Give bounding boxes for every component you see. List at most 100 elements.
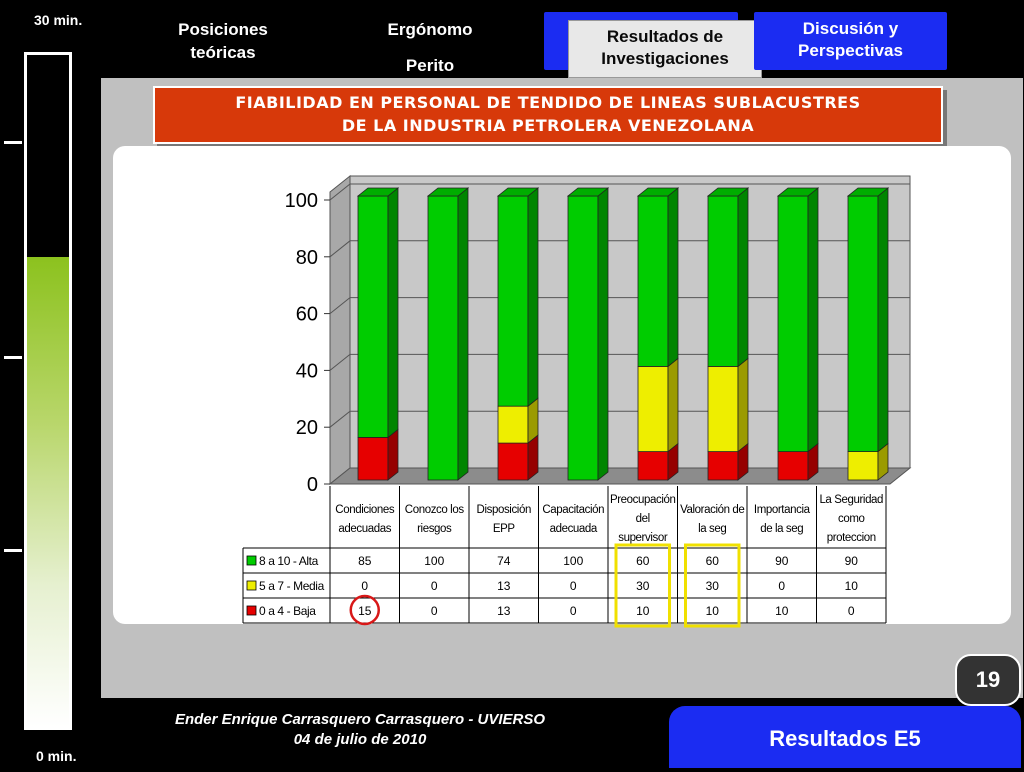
category-label: supervisor xyxy=(618,532,668,544)
table-value: 10 xyxy=(845,579,859,593)
results-e5-button[interactable]: Resultados E5 xyxy=(669,706,1021,768)
bar-segment xyxy=(847,195,879,453)
table-value: 13 xyxy=(497,604,511,618)
table-value: 0 xyxy=(361,579,368,593)
table-value: 100 xyxy=(563,554,583,568)
bar-segment xyxy=(497,405,529,444)
table-value: 30 xyxy=(636,579,650,593)
bar-side xyxy=(737,357,749,453)
table-value: 100 xyxy=(424,554,444,568)
y-tick-label: 40 xyxy=(296,360,318,382)
category-label: Importancia xyxy=(754,504,811,516)
footer-date: 04 de julio de 2010 xyxy=(293,731,427,748)
bar-top xyxy=(356,187,400,197)
category-label: como xyxy=(838,513,865,525)
page-number-badge: 19 xyxy=(955,654,1021,706)
highlight-box xyxy=(614,543,671,628)
table-value: 30 xyxy=(706,579,720,593)
tab-resultados-investigaciones[interactable]: Resultados de Investigaciones xyxy=(568,20,762,78)
bar-segment xyxy=(707,365,739,452)
category-label: riesgos xyxy=(417,523,452,535)
bar-segment xyxy=(637,195,669,367)
highlight-box xyxy=(684,543,741,628)
table-value: 13 xyxy=(497,579,511,593)
footer: Ender Enrique Carrasquero Carrasquero - … xyxy=(130,710,590,750)
footer-author: Ender Enrique Carrasquero Carrasquero - … xyxy=(174,711,546,728)
bar-segment xyxy=(427,195,459,481)
table-value: 85 xyxy=(358,554,372,568)
table-value: 74 xyxy=(497,554,511,568)
table-value: 0 xyxy=(778,579,785,593)
category-label: Condiciones xyxy=(335,504,395,516)
nav-perito[interactable]: Perito xyxy=(405,56,455,75)
category-label: proteccion xyxy=(827,532,876,544)
bar-top xyxy=(706,187,750,197)
bar-side xyxy=(877,187,889,453)
bar-side xyxy=(387,428,399,481)
bar-side xyxy=(527,187,539,407)
category-label: Valoración de xyxy=(680,504,744,516)
legend-swatch xyxy=(246,580,257,591)
bar-segment xyxy=(357,195,389,438)
bar-segment xyxy=(497,195,529,407)
timer-tick xyxy=(4,141,22,144)
timer-tick xyxy=(4,356,22,359)
bar-top xyxy=(636,187,680,197)
bar-segment xyxy=(777,451,809,481)
bar-side xyxy=(667,357,679,453)
table-value: 60 xyxy=(706,554,720,568)
nav-ergonomo[interactable]: Ergónomo xyxy=(387,20,473,39)
nav-discusion-perspectivas[interactable]: Discusión y Perspectivas xyxy=(754,12,947,70)
bar-top xyxy=(776,187,820,197)
table-value: 10 xyxy=(636,604,650,618)
category-label: Preocupación xyxy=(610,494,676,506)
bar-segment xyxy=(497,442,529,481)
category-label: de la seg xyxy=(760,523,803,535)
bar-segment xyxy=(707,451,739,481)
legend-swatch xyxy=(246,605,257,616)
table-value: 10 xyxy=(775,604,789,618)
bar-side xyxy=(737,187,749,368)
bar-top xyxy=(426,187,470,197)
table-value: 60 xyxy=(636,554,650,568)
table-value: 0 xyxy=(431,604,438,618)
table-value: 10 xyxy=(706,604,720,618)
slide-title: FIABILIDAD EN PERSONAL DE TENDIDO DE LIN… xyxy=(153,86,943,144)
table-value: 90 xyxy=(775,554,789,568)
table-value: 0 xyxy=(570,579,577,593)
title-line-2: DE LA INDUSTRIA PETROLERA VENEZOLANA xyxy=(341,116,755,135)
bar-side xyxy=(387,187,399,439)
category-label: del xyxy=(636,513,650,525)
bar-top xyxy=(496,187,540,197)
chart-floor xyxy=(328,467,912,485)
timer-bottom-label: 0 min. xyxy=(36,748,77,764)
nav-posiciones-teoricas[interactable]: Posiciones teóricas xyxy=(178,20,268,62)
bar-segment xyxy=(357,436,389,481)
chart-side-wall xyxy=(329,174,351,486)
timer-top-label: 30 min. xyxy=(34,12,83,28)
category-label: adecuada xyxy=(550,523,598,535)
timer-tick xyxy=(4,549,22,552)
bar-side xyxy=(457,187,469,481)
timer-fill xyxy=(27,257,69,727)
bar-side xyxy=(807,187,819,453)
table-value: 0 xyxy=(848,604,855,618)
legend-label: 0 a 4 - Baja xyxy=(259,604,316,618)
bar-side xyxy=(597,187,609,481)
highlight-circle xyxy=(349,594,380,626)
category-label: la seg xyxy=(698,523,726,535)
category-label: La Seguridad xyxy=(819,494,883,506)
table-value: 0 xyxy=(431,579,438,593)
bar-segment xyxy=(637,451,669,481)
gridline xyxy=(329,183,910,201)
legend-label: 5 a 7 - Media xyxy=(259,579,325,593)
bar-segment xyxy=(777,195,809,453)
bar-segment xyxy=(847,451,879,481)
legend-swatch xyxy=(246,555,257,566)
category-label: Conozco los xyxy=(405,504,465,516)
y-tick-label: 80 xyxy=(296,247,318,269)
bar-segment xyxy=(637,365,669,452)
category-label: Capacitación xyxy=(542,504,604,516)
y-tick-label: 20 xyxy=(296,417,318,439)
